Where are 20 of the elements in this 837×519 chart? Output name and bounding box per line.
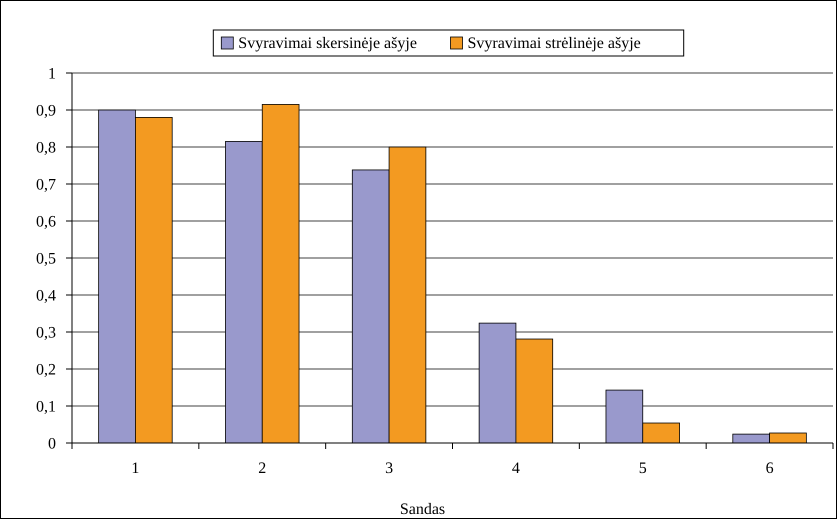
y-tick-label: 0,5 <box>36 250 56 268</box>
y-tick-label: 0,7 <box>36 176 56 194</box>
y-tick-label: 0,6 <box>36 214 56 231</box>
y-tick-label: 0,9 <box>36 102 56 120</box>
y-tick-label: 0,8 <box>36 140 56 157</box>
legend-label: Svyravimai strėlinėje ašyje <box>468 35 641 52</box>
y-tick-label: 0 <box>48 436 56 453</box>
x-tick-label: 6 <box>766 460 774 477</box>
x-tick-label: 1 <box>131 460 140 477</box>
y-tick-label: 1 <box>48 66 56 83</box>
x-axis-title: Sandas <box>400 501 446 518</box>
x-tick-label: 4 <box>512 460 520 477</box>
y-tick-label: 0,1 <box>36 398 56 416</box>
legend-label: Svyravimai skersinėje ašyje <box>238 35 417 52</box>
y-tick-label: 0,2 <box>36 362 56 379</box>
y-tick-label: 0,3 <box>36 324 56 342</box>
y-tick-label: 0,4 <box>36 288 56 305</box>
x-tick-label: 5 <box>638 460 647 477</box>
x-tick-label: 3 <box>385 460 394 477</box>
x-tick-label: 2 <box>258 460 266 477</box>
